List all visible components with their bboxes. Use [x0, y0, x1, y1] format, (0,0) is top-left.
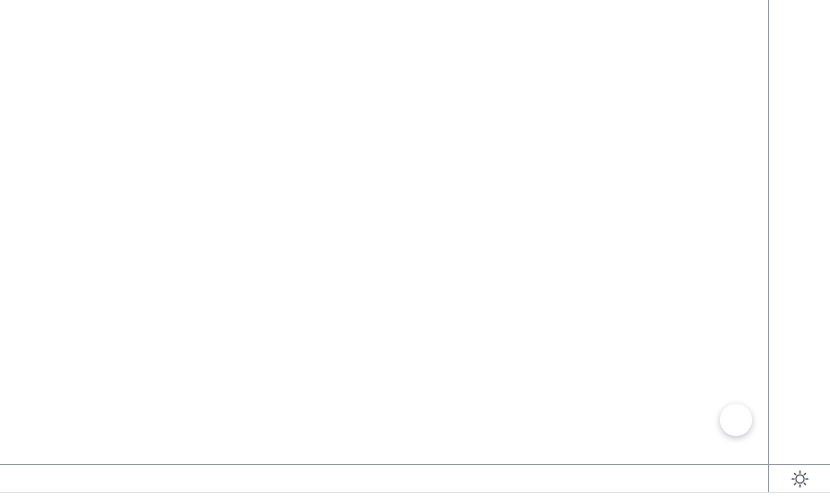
time-axis[interactable] [0, 464, 768, 492]
go-to-realtime-button[interactable] [720, 404, 752, 436]
bar-countdown-badge [788, 0, 829, 17]
price-axis[interactable] [768, 0, 830, 464]
axis-settings-corner[interactable] [768, 464, 830, 492]
candlestick-chart[interactable] [0, 0, 768, 464]
widget-bottom-strip [0, 492, 830, 501]
gear-icon [790, 469, 809, 488]
